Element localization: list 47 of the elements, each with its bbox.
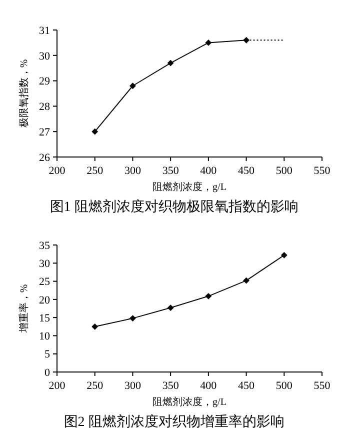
x-tick-label: 200 [48,380,66,392]
y-tick-label: 10 [39,330,50,343]
y-tick-label: 30 [39,258,50,270]
point [130,82,136,90]
y-tick-label: 28 [39,101,50,114]
y-tick-label: 29 [39,76,50,88]
point [280,252,288,258]
x-tick-label: 250 [86,380,104,392]
x-tick-label: 550 [314,380,331,392]
point [92,128,98,135]
x-axis-title: 阻燃剂浓度，g/L [152,181,226,193]
x-tick-label: 500 [276,165,293,177]
y-axis-title: 极限氧指数，% [18,59,30,129]
point [167,60,174,66]
y-tick-label: 27 [39,126,50,138]
x-tick-label: 250 [86,165,104,177]
x-tick-label: 350 [162,165,180,177]
point [130,315,136,322]
y-tick-label: 25 [39,276,50,288]
point [205,292,212,300]
x-tick-label: 400 [200,165,218,177]
text: 图2 阻燃剂浓度对织物增重率的影响 [64,414,284,430]
point [243,277,250,284]
x-tick-label: 350 [162,380,180,392]
y-axis-title: 增重率，% [18,284,30,334]
x-tick-label: 550 [314,165,331,177]
x-tick-label: 300 [124,380,142,392]
point [167,304,174,311]
x-tick-label: 450 [238,165,256,177]
y-tick-label: 26 [39,152,50,164]
x-tick-label: 300 [124,165,142,177]
y-tick-label: 30 [39,50,50,62]
point [243,36,250,44]
y-tick-label: 20 [39,294,50,306]
text: 图1 阻燃剂浓度对织物极限氧指数的影响 [50,199,298,215]
x-tick-label: 450 [238,380,256,392]
x-axis-title: 阻燃剂浓度，g/L [152,396,226,408]
x-tick-label: 400 [200,380,218,392]
y-tick-label: 5 [44,348,50,361]
point [92,323,98,330]
y-tick-label: 31 [39,24,50,37]
y-tick-label: 15 [39,312,50,324]
x-tick-label: 500 [276,380,293,392]
point [205,40,212,46]
x-tick-label: 200 [48,165,66,177]
y-tick-label: 0 [44,366,50,379]
y-tick-label: 35 [39,240,50,252]
